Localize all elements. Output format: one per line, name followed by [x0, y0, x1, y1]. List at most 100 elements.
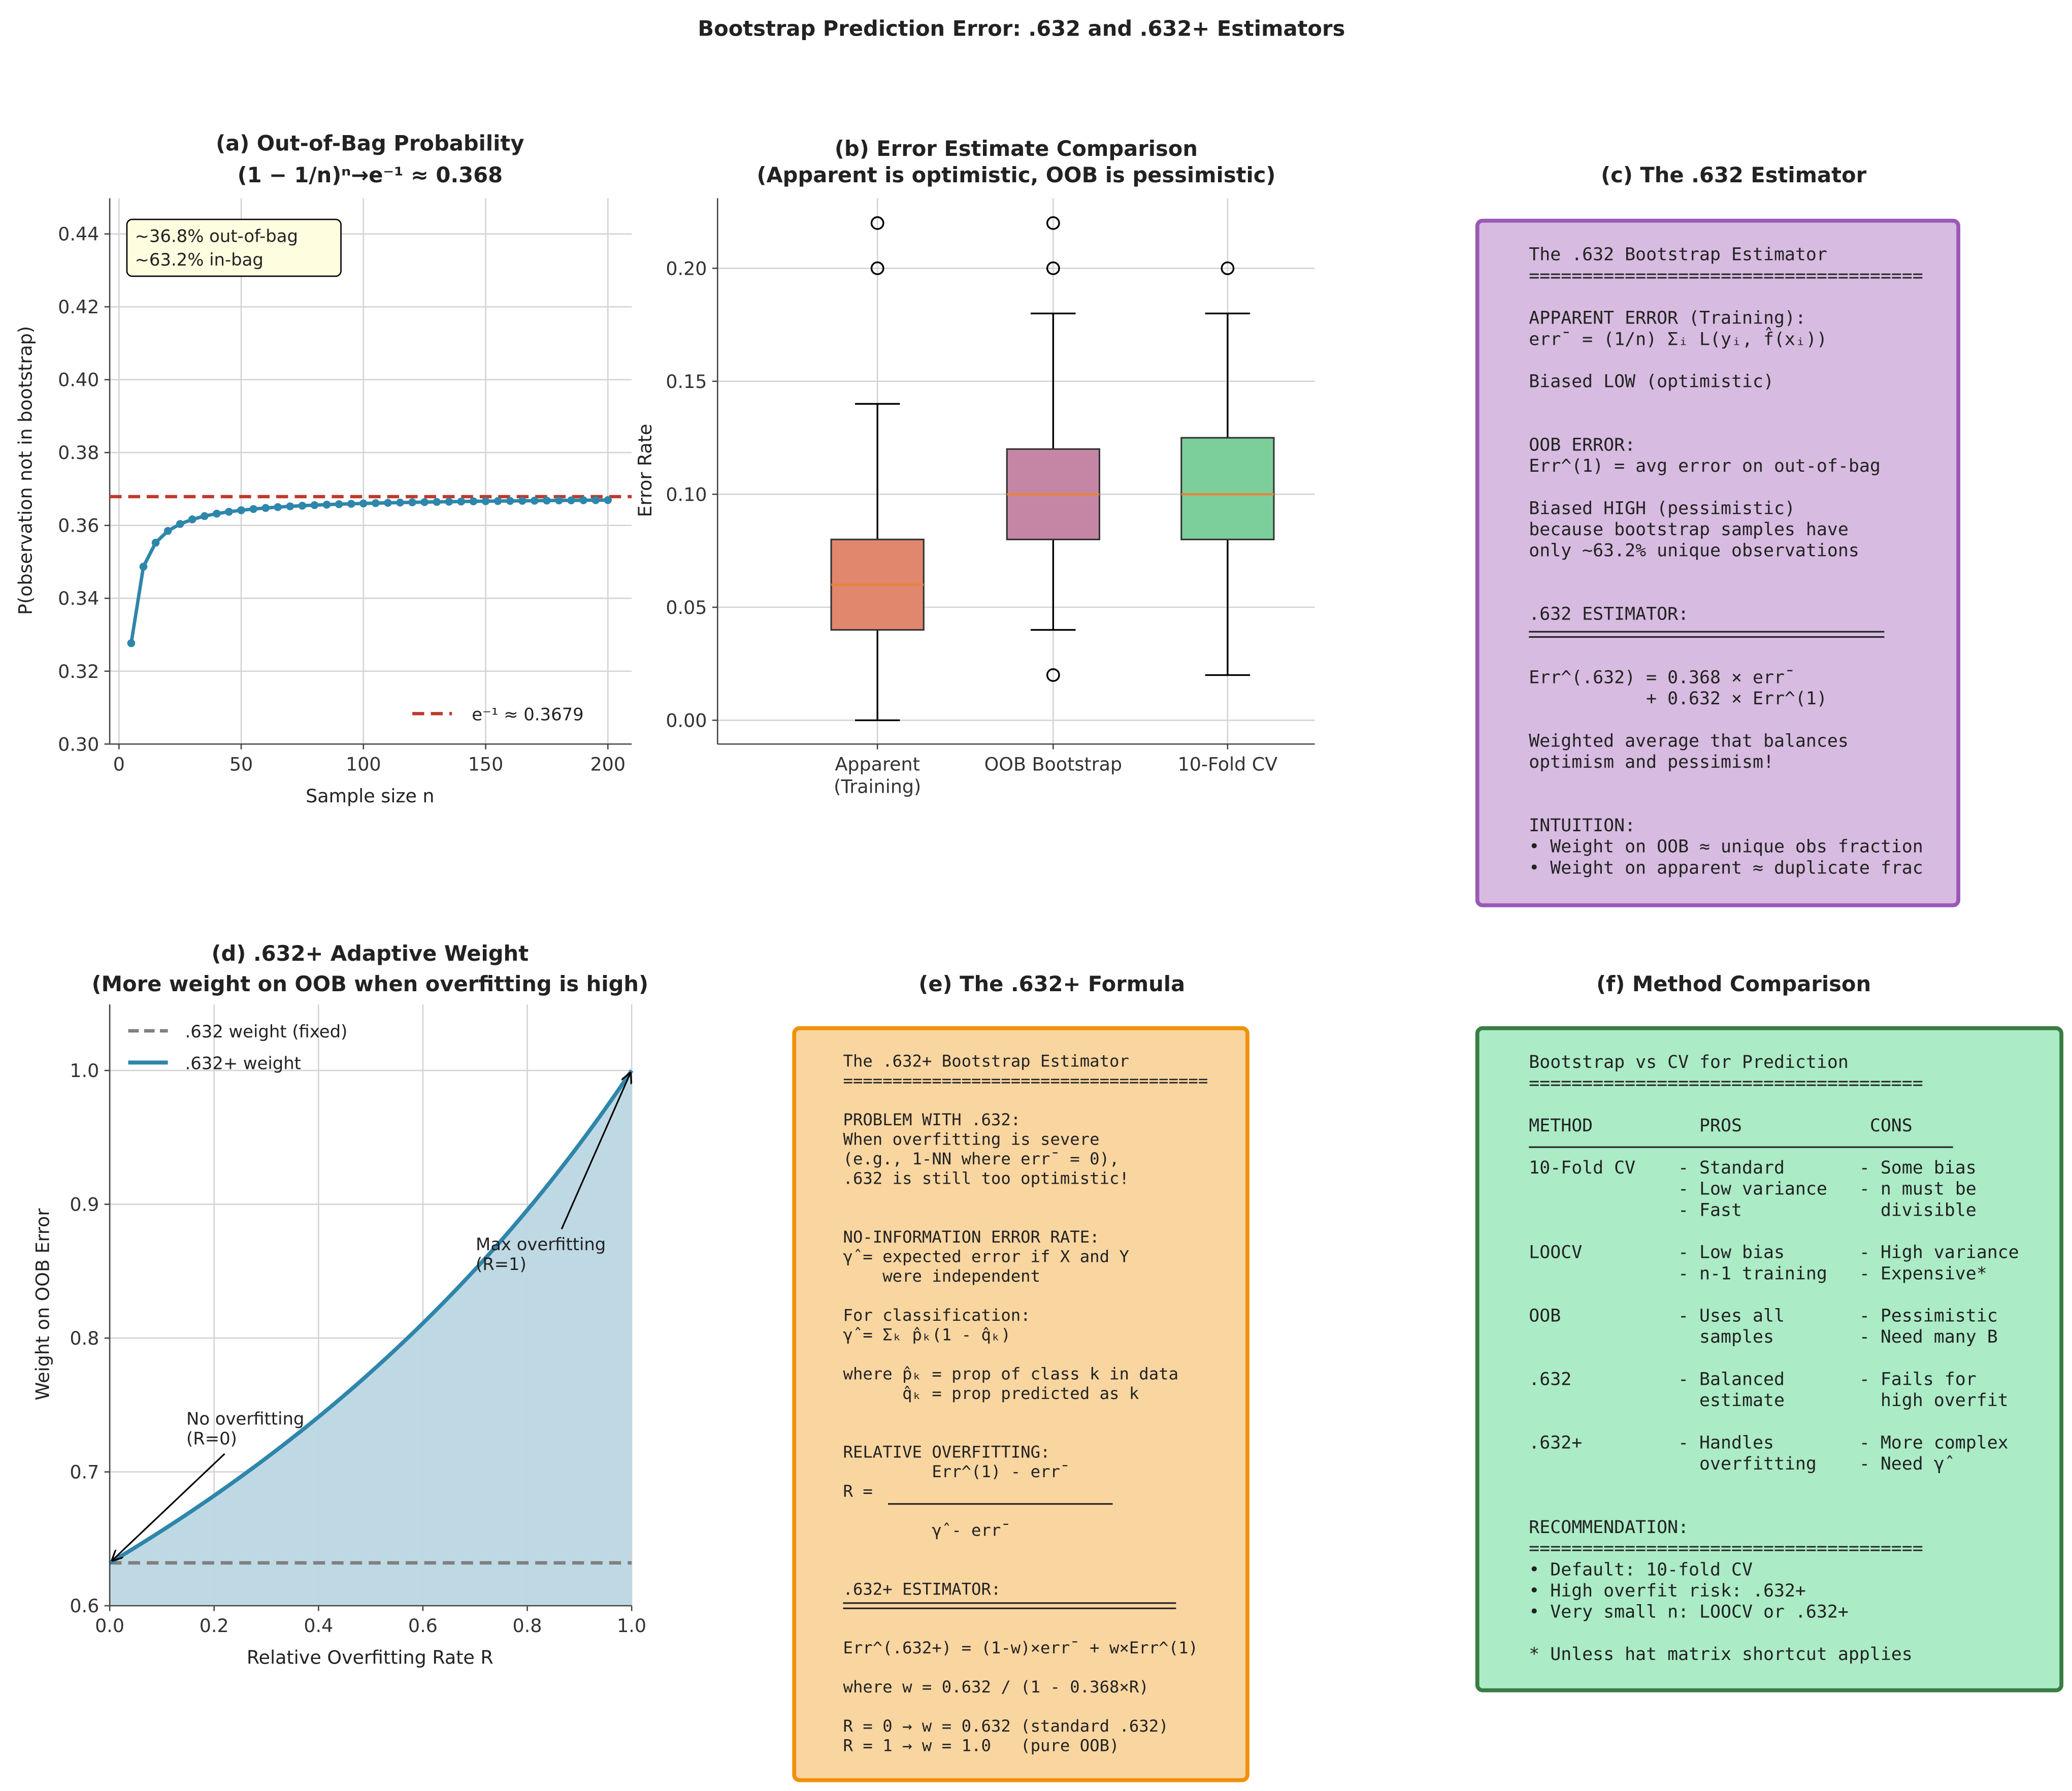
oob-probability-point: [286, 502, 294, 510]
panel-e-text-line: PROBLEM WITH .632:: [843, 1110, 1021, 1129]
panel-a-x-tick-label: 50: [229, 753, 253, 775]
panel-e-text-line: (e.g., 1-NN where err¯ = 0),: [843, 1149, 1120, 1168]
panel-b-category-label-line: OOB Bootstrap: [984, 753, 1122, 775]
panel-d-x-axis-label: Relative Overfitting Rate R: [247, 1647, 494, 1669]
annotation-max-overfitting-line: Max overfitting: [476, 1234, 606, 1254]
panel-b-y-tick-label: 0.10: [666, 483, 707, 505]
legend-label-adaptive: .632+ weight: [185, 1053, 301, 1073]
panel-a-x-tick-label: 150: [468, 753, 504, 775]
annotation-box: [126, 218, 342, 277]
oob-probability-point: [481, 497, 490, 505]
oob-probability-point: [518, 497, 527, 505]
panel-a-x-axis-label: Sample size n: [306, 785, 434, 807]
panel-c-text-line: optimism and pessimism!: [1529, 752, 1774, 772]
panel-b-y-tick-label: 0.05: [666, 597, 707, 618]
panel-c-text-line: • Weight on apparent ≈ duplicate frac: [1529, 858, 1923, 878]
panel-a-y-tick-label: 0.36: [58, 515, 99, 537]
panel-d-x-tick-label: 0.6: [408, 1615, 438, 1637]
panel-e-text-line: γ̂ = expected error if X and Y: [843, 1247, 1129, 1266]
annotation-text: ~63.2% in-bag: [135, 250, 264, 270]
panel-e-632plus-formula: (e) The .632+ Formula The .632+ Bootstrap…: [792, 971, 1249, 1782]
panel-f-text-line: =====================================: [1529, 1539, 1923, 1559]
oob-probability-point: [176, 520, 184, 528]
annotation-no-overfitting-line: No overfitting: [186, 1409, 304, 1429]
panel-d-x-tick-label: 1.0: [617, 1615, 646, 1637]
panel-d-subtitle: (More weight on OOB when overfitting is …: [92, 971, 648, 996]
panel-e-text-line: R =: [843, 1482, 873, 1501]
panel-a-x-tick-label: 100: [346, 753, 381, 775]
panel-e-text-line: γ̂ = Σₖ p̂ₖ(1 - q̂ₖ): [843, 1325, 1011, 1345]
oob-probability-line: [129, 498, 608, 644]
panel-c-text-box: [1475, 218, 1960, 907]
panel-c-text-line: =====================================: [1529, 266, 1923, 286]
oob-probability-point: [408, 498, 416, 507]
oob-probability-point: [237, 506, 245, 514]
oob-probability-point: [249, 505, 257, 513]
panel-e-text-line: RELATIVE OVERFITTING:: [843, 1443, 1050, 1462]
oob-probability-point: [298, 502, 307, 510]
panel-c-text-line: only ~63.2% unique observations: [1529, 541, 1859, 561]
panel-f-text-box: [1475, 1026, 2063, 1692]
annotation-no-overfitting: No overfitting (R=0): [186, 1409, 304, 1449]
oob-probability-point: [261, 504, 270, 512]
panel-f-text-line: overfitting - Need γ̂: [1529, 1454, 1952, 1474]
panel-e-text-line: The .632+ Bootstrap Estimator: [843, 1051, 1129, 1070]
annotation-no-overfitting-line: (R=0): [186, 1429, 237, 1449]
panel-a-y-axis-label: P(observation not in bootstrap): [15, 326, 37, 615]
panel-f-text-line: 10-Fold CV - Standard - Some bias: [1529, 1158, 1976, 1178]
panel-a-y-tick-label: 0.30: [58, 733, 99, 755]
panel-f-text-line: .632+ - Handles - More complex: [1529, 1432, 2008, 1453]
panel-f-text-line: - Fast divisible: [1529, 1200, 1976, 1220]
panel-d-adaptive-weight: (d) .632+ Adaptive Weight (More weight on…: [31, 941, 648, 1669]
panel-e-text-line: For classification:: [843, 1306, 1031, 1325]
panel-a-y-tick-label: 0.32: [58, 661, 99, 682]
panel-f-title: (f) Method Comparison: [1596, 971, 1871, 996]
panel-f-text-line: LOOCV - Low bias - High variance: [1529, 1243, 2019, 1263]
box-iqr: [1180, 437, 1275, 540]
panel-c-text-line: Biased HIGH (pessimistic): [1529, 498, 1795, 518]
panel-a-y-tick-label: 0.38: [58, 442, 99, 464]
outlier-point: [870, 216, 884, 230]
panel-c-title: (c) The .632 Estimator: [1601, 162, 1866, 187]
outlier-point: [1221, 261, 1235, 275]
panel-d-y-tick-label: 0.9: [70, 1194, 99, 1216]
panel-b-y-tick-label: 0.20: [666, 257, 707, 279]
oob-probability-point: [506, 497, 514, 505]
oob-probability-point: [531, 497, 539, 505]
panel-d-x-tick-label: 0.8: [513, 1615, 542, 1637]
panel-e-text-line: =====================================: [843, 1071, 1208, 1090]
panel-c-text-line: APPARENT ERROR (Training):: [1529, 308, 1806, 329]
oob-probability-point: [151, 538, 160, 547]
outlier-point: [1046, 216, 1060, 230]
annotation-max-overfitting-line: (R=1): [476, 1254, 527, 1274]
oob-probability-point: [359, 499, 368, 508]
oob-probability-point: [188, 515, 196, 524]
oob-probability-point: [457, 497, 466, 506]
panel-f-text-line: RECOMMENDATION:: [1529, 1517, 1689, 1538]
panel-f-text-line: .632 - Balanced - Fails for: [1529, 1369, 1976, 1389]
panel-f-text-line: - n-1 training - Expensive*: [1529, 1263, 1987, 1284]
panel-f-text-line: =====================================: [1529, 1073, 1923, 1094]
panel-b-y-axis-label: Error Rate: [634, 424, 656, 517]
panel-c-text-line: Err^(1) = avg error on out-of-bag: [1529, 456, 1881, 476]
oob-probability-point: [335, 500, 343, 508]
panel-e-text-line: NO-INFORMATION ERROR RATE:: [843, 1227, 1100, 1247]
oob-probability-point: [347, 500, 355, 508]
panel-c-text-line: .632 ESTIMATOR:: [1529, 604, 1689, 625]
panel-f-text-line: OOB - Uses all - Pessimistic: [1529, 1306, 1997, 1326]
panel-b-y-tick-label: 0.00: [666, 709, 707, 731]
outlier-point: [1046, 261, 1060, 275]
panel-c-text-line: err¯ = (1/n) Σᵢ L(yᵢ, f̂(xᵢ)): [1529, 327, 1827, 349]
panel-d-y-tick-label: 0.8: [70, 1327, 99, 1349]
panel-c-text-line: Biased LOW (optimistic): [1529, 372, 1774, 392]
annotation-max-overfitting: Max overfitting (R=1): [476, 1234, 606, 1274]
panel-f-text-line: samples - Need many B: [1529, 1327, 1997, 1347]
oob-probability-point: [420, 498, 429, 506]
panel-b-category-label-line: 10-Fold CV: [1178, 753, 1278, 775]
panel-c-text-line: Err^(.632) = 0.368 × err¯: [1529, 668, 1795, 688]
panel-f-text-line: * Unless hat matrix shortcut applies: [1529, 1644, 1913, 1665]
panel-b-category-label: Apparent (Training): [834, 753, 921, 797]
oob-probability-point: [567, 496, 575, 505]
